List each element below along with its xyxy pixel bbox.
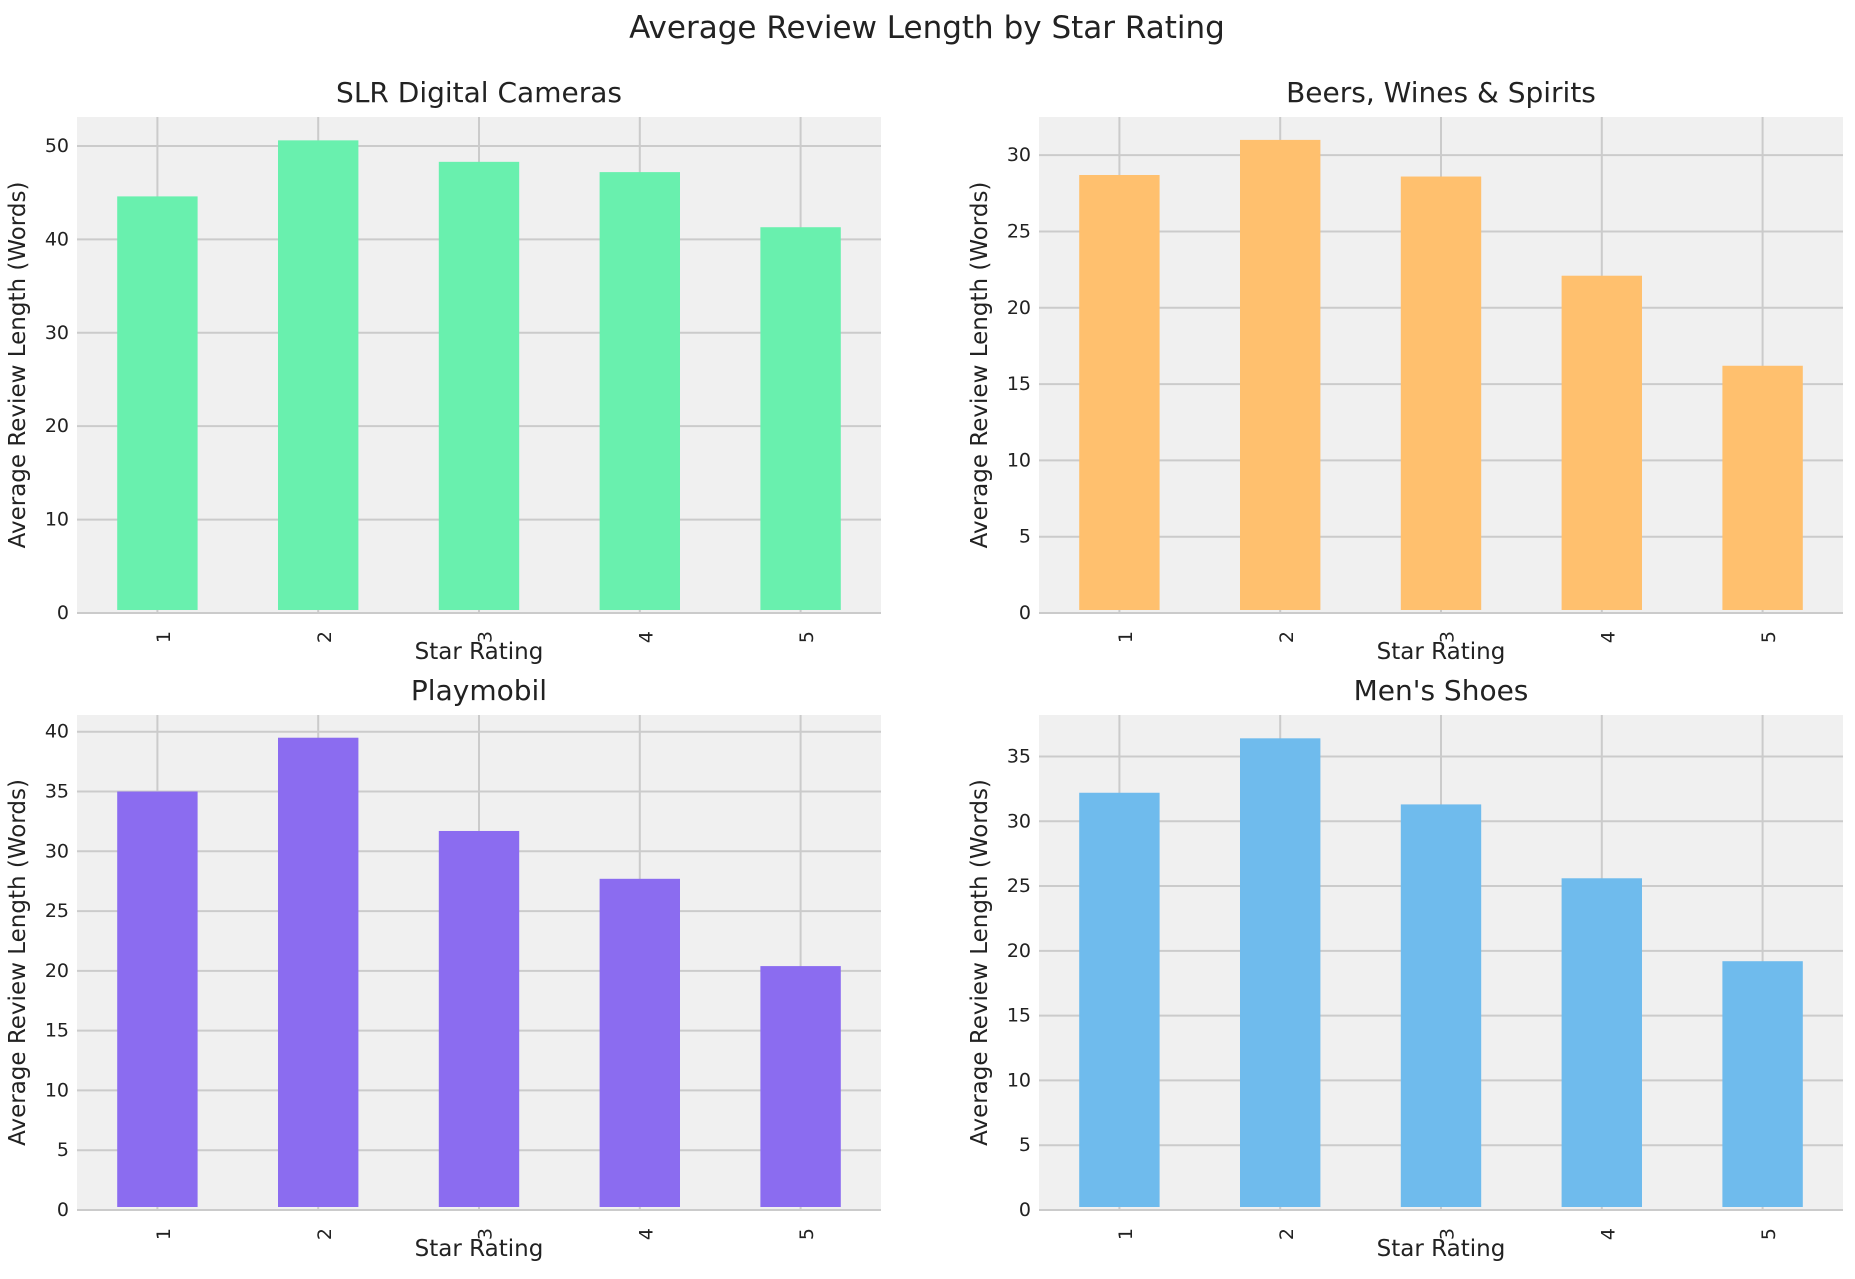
y-tick-label: 0 xyxy=(1019,602,1031,624)
x-tick-label: 5 xyxy=(1758,1228,1780,1240)
y-tick-label: 5 xyxy=(1019,1134,1031,1156)
x-tick-label: 1 xyxy=(153,1228,175,1240)
y-tick-label: 25 xyxy=(45,900,69,922)
bar-rating-5 xyxy=(760,966,841,1207)
x-axis-label: Star Rating xyxy=(1377,1236,1506,1262)
figure-title: Average Review Length by Star Rating xyxy=(629,10,1225,46)
bar-rating-1 xyxy=(117,196,198,610)
x-tick-label: 2 xyxy=(1276,1228,1298,1240)
y-tick-label: 0 xyxy=(1019,1199,1031,1221)
x-tick-label: 2 xyxy=(314,631,336,643)
y-tick-label: 15 xyxy=(45,1020,69,1042)
x-tick-label: 3 xyxy=(475,1228,497,1240)
bar-rating-2 xyxy=(278,140,359,610)
y-tick-label: 25 xyxy=(1007,875,1031,897)
y-tick-label: 10 xyxy=(45,1079,69,1101)
x-tick-label: 2 xyxy=(314,1228,336,1240)
y-tick-label: 10 xyxy=(1007,1069,1031,1091)
bar-rating-3 xyxy=(1400,176,1482,610)
bar-rating-4 xyxy=(1561,275,1642,610)
x-tick-label: 5 xyxy=(1758,631,1780,643)
y-axis-label: Average Review Length (Words) xyxy=(967,779,993,1146)
y-tick-label: 0 xyxy=(57,1199,69,1221)
y-tick-label: 25 xyxy=(1007,220,1031,242)
y-tick-label: 30 xyxy=(1007,144,1031,166)
bar-rating-2 xyxy=(278,737,359,1207)
y-tick-label: 20 xyxy=(45,415,69,437)
bar-rating-2 xyxy=(1240,139,1321,610)
bar-rating-4 xyxy=(1561,878,1642,1207)
x-tick-label: 1 xyxy=(1115,1228,1137,1240)
y-tick-label: 20 xyxy=(1007,297,1031,319)
bar-rating-5 xyxy=(760,227,841,610)
x-axis-label: Star Rating xyxy=(415,639,544,665)
x-tick-label: 1 xyxy=(153,631,175,643)
y-tick-label: 40 xyxy=(45,721,69,743)
y-tick-label: 35 xyxy=(45,781,69,803)
y-axis-label: Average Review Length (Words) xyxy=(967,182,993,549)
x-axis-label: Star Rating xyxy=(415,1236,544,1262)
y-tick-label: 10 xyxy=(1007,449,1031,471)
bar-rating-1 xyxy=(1079,174,1160,611)
y-axis-label: Average Review Length (Words) xyxy=(5,182,31,549)
x-tick-label: 1 xyxy=(1115,631,1137,643)
y-tick-label: 50 xyxy=(45,135,69,157)
y-axis-label: Average Review Length (Words) xyxy=(5,779,31,1146)
bar-rating-1 xyxy=(1079,792,1160,1207)
bar-rating-3 xyxy=(1400,804,1482,1207)
x-tick-label: 2 xyxy=(1276,631,1298,643)
y-tick-label: 30 xyxy=(45,322,69,344)
y-tick-label: 15 xyxy=(1007,373,1031,395)
x-tick-label: 4 xyxy=(1597,1228,1619,1240)
bar-rating-2 xyxy=(1240,738,1321,1207)
x-tick-label: 5 xyxy=(796,631,818,643)
x-tick-label: 4 xyxy=(1597,631,1619,643)
x-tick-label: 5 xyxy=(796,1228,818,1240)
x-tick-label: 3 xyxy=(1437,631,1459,643)
x-tick-label: 4 xyxy=(635,1228,657,1240)
subplot-title: Men's Shoes xyxy=(1354,674,1529,707)
y-tick-label: 15 xyxy=(1007,1005,1031,1027)
y-tick-label: 40 xyxy=(45,228,69,250)
y-tick-label: 20 xyxy=(45,960,69,982)
subplot-title: Playmobil xyxy=(411,674,547,707)
y-tick-label: 10 xyxy=(45,509,69,531)
y-tick-label: 0 xyxy=(57,602,69,624)
bar-rating-3 xyxy=(438,830,520,1207)
subplot-title: Beers, Wines & Spirits xyxy=(1286,76,1596,109)
x-tick-label: 4 xyxy=(635,631,657,643)
y-tick-label: 5 xyxy=(1019,526,1031,548)
y-tick-label: 30 xyxy=(1007,810,1031,832)
x-axis-label: Star Rating xyxy=(1377,639,1506,665)
subplot-3: 0 5 10 15 20 25 30 35 40 1 2 3 4 5 Playmobil Star Ratin… xyxy=(5,674,881,1262)
y-tick-label: 20 xyxy=(1007,940,1031,962)
subplot-4: 0 5 10 15 20 25 30 35 1 2 3 4 5 Men's Shoes Star Ratin… xyxy=(967,674,1843,1262)
bar-rating-1 xyxy=(117,791,198,1207)
y-tick-label: 5 xyxy=(57,1139,69,1161)
subplot-2: 0 5 10 15 20 25 30 1 2 3 4 5 Beers, Wines & Spirits S… xyxy=(967,76,1843,665)
x-tick-label: 3 xyxy=(1437,1228,1459,1240)
bar-rating-4 xyxy=(599,172,680,610)
bar-rating-3 xyxy=(438,161,520,610)
y-tick-label: 35 xyxy=(1007,745,1031,767)
subplot-1: 0 10 20 30 40 50 1 2 3 4 5 SLR Digital Cameras Star … xyxy=(5,76,881,665)
bar-rating-4 xyxy=(599,878,680,1207)
subplot-title: SLR Digital Cameras xyxy=(336,76,622,109)
x-tick-label: 3 xyxy=(475,631,497,643)
bar-rating-5 xyxy=(1722,961,1803,1207)
bar-rating-5 xyxy=(1722,365,1803,610)
y-tick-label: 30 xyxy=(45,840,69,862)
